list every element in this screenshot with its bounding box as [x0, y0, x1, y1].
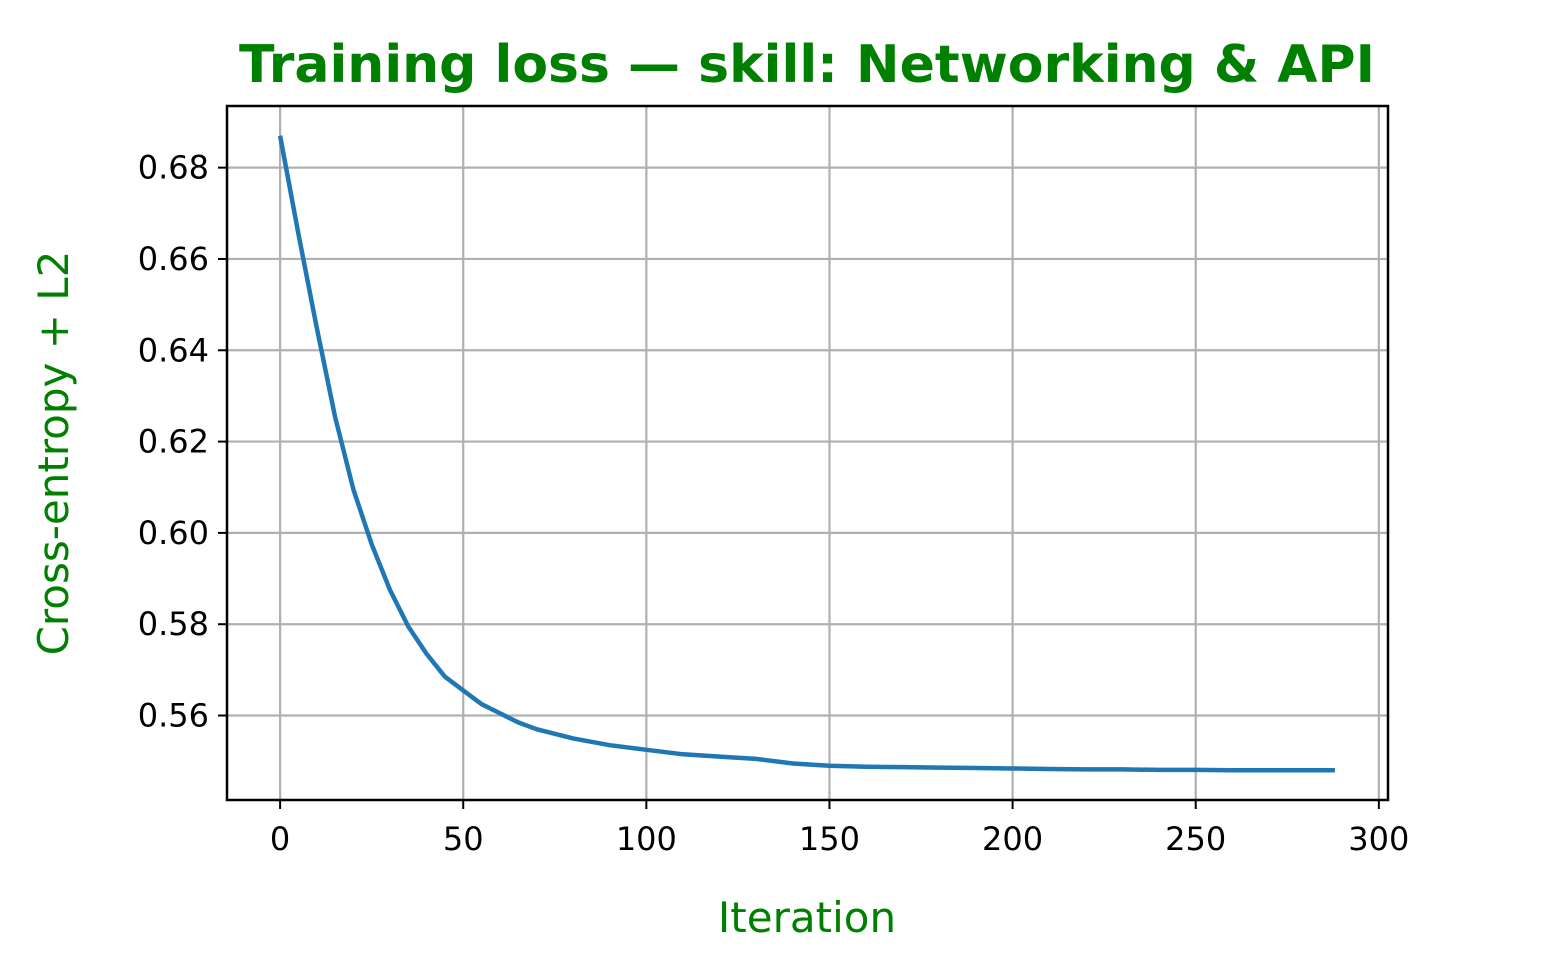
- x-tick-label: 250: [1165, 820, 1226, 858]
- y-tick-label: 0.58: [138, 605, 209, 643]
- x-tick-label: 200: [982, 820, 1043, 858]
- y-tick-label: 0.56: [138, 697, 209, 735]
- y-tick-label: 0.68: [138, 149, 209, 187]
- loss-series-line: [277, 135, 1335, 773]
- x-axis-label: Iteration: [718, 893, 896, 942]
- y-axis: 0.56 0.58 0.60 0.62 0.64 0.66 0.68: [138, 149, 227, 735]
- x-tick-label: 150: [799, 820, 860, 858]
- y-axis-label: Cross-entropy + L2: [29, 251, 78, 656]
- plot-area: [277, 135, 1335, 773]
- x-tick-label: 0: [270, 820, 290, 858]
- y-tick-label: 0.62: [138, 423, 209, 461]
- x-axis: 0 50 100 150 200 250 300: [270, 800, 1409, 858]
- x-tick-label: 50: [443, 820, 484, 858]
- x-tick-label: 100: [616, 820, 677, 858]
- y-tick-label: 0.60: [138, 514, 209, 552]
- chart-title: Training loss — skill: Networking & API: [239, 35, 1375, 95]
- y-tick-label: 0.64: [138, 331, 209, 369]
- y-tick-label: 0.66: [138, 240, 209, 278]
- grid-lines: [227, 106, 1388, 800]
- plot-frame: [225, 104, 1390, 802]
- x-tick-label: 300: [1348, 820, 1409, 858]
